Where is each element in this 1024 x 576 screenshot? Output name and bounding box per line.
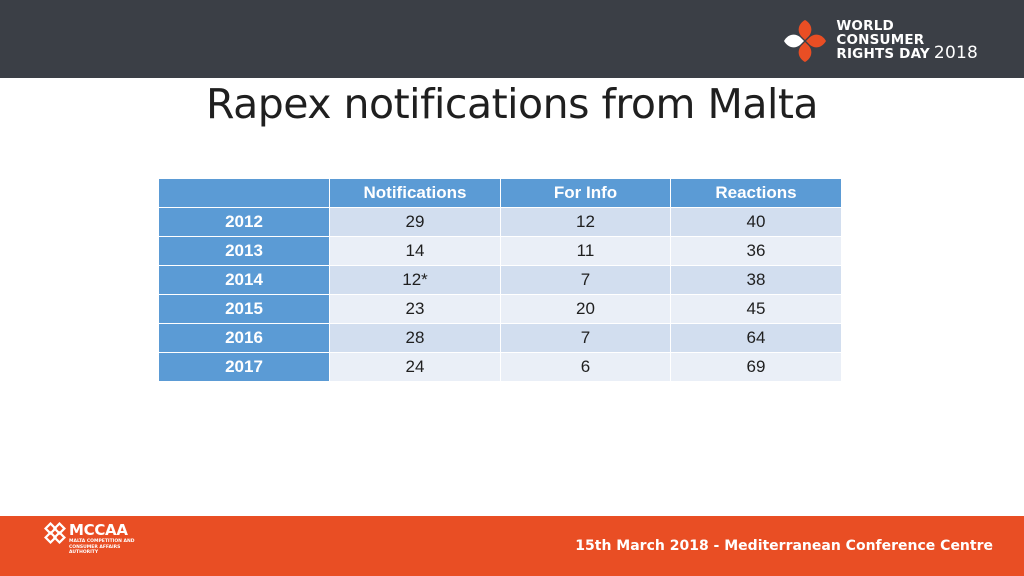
column-header-notifications: Notifications [329,178,501,208]
cell-notifications: 23 [329,294,501,324]
mccaa-name: MCCAA [69,521,128,539]
world-consumer-rights-day-logo: WORLD CONSUMER RIGHTS DAY 2018 [782,18,978,64]
table-row: 2014 12* 7 38 [158,265,842,295]
row-year: 2015 [158,294,330,324]
cell-notifications: 12* [329,265,501,295]
cell-reactions: 45 [670,294,842,324]
cell-for-info: 6 [500,352,671,382]
wcrd-emblem-icon [784,20,827,62]
top-bar: WORLD CONSUMER RIGHTS DAY 2018 [0,0,1024,78]
cell-notifications: 28 [329,323,501,353]
mccaa-knot-icon [44,522,66,544]
row-year: 2014 [158,265,330,295]
cell-for-info: 7 [500,323,671,353]
table-row: 2012 29 12 40 [158,207,842,237]
cell-for-info: 7 [500,265,671,295]
column-header-for-info: For Info [500,178,671,208]
logo-line-consumer: CONSUMER [836,31,925,48]
rapex-table: Notifications For Info Reactions 2012 29… [158,178,842,382]
mccaa-subtitle: MALTA COMPETITION AND CONSUMER AFFAIRS A… [69,539,135,555]
cell-reactions: 69 [670,352,842,382]
cell-notifications: 29 [329,207,501,237]
logo-year: 2018 [933,43,978,64]
column-header-reactions: Reactions [670,178,842,208]
row-year: 2016 [158,323,330,353]
table-row: 2015 23 20 45 [158,294,842,324]
slide-title: Rapex notifications from Malta [206,80,819,128]
cell-notifications: 14 [329,236,501,266]
table-row: 2016 28 7 64 [158,323,842,353]
event-info: 15th March 2018 - Mediterranean Conferen… [575,538,993,554]
footer-bar [0,516,1024,576]
cell-for-info: 12 [500,207,671,237]
cell-for-info: 20 [500,294,671,324]
mccaa-logo: MCCAA MALTA COMPETITION AND CONSUMER AFF… [44,522,149,556]
row-year: 2012 [158,207,330,237]
table-row: 2013 14 11 36 [158,236,842,266]
table-row: 2017 24 6 69 [158,352,842,382]
logo-line-rights-day: RIGHTS DAY [836,46,930,63]
row-year: 2017 [158,352,330,382]
table-header-row: Notifications For Info Reactions [158,178,842,208]
cell-reactions: 36 [670,236,842,266]
cell-reactions: 38 [670,265,842,295]
column-header-year [158,178,330,208]
cell-for-info: 11 [500,236,671,266]
logo-line-world: WORLD [836,18,894,35]
row-year: 2013 [158,236,330,266]
cell-reactions: 40 [670,207,842,237]
cell-notifications: 24 [329,352,501,382]
cell-reactions: 64 [670,323,842,353]
